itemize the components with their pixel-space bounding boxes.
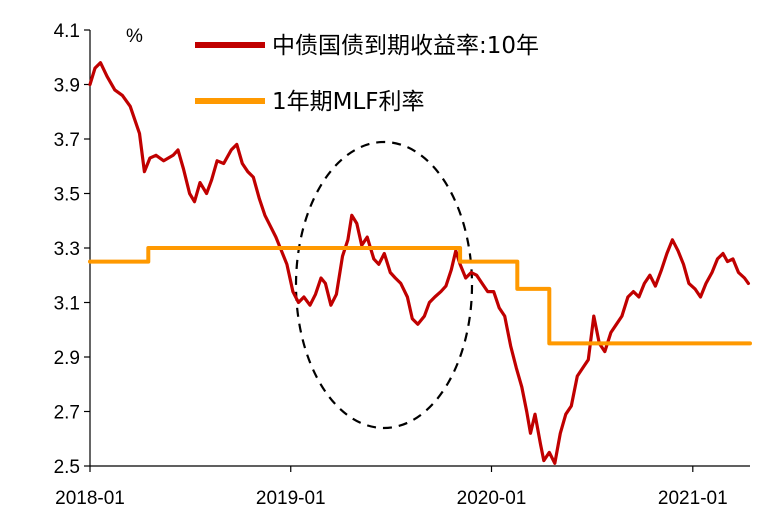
highlight-ellipse <box>294 140 474 430</box>
legend-label-yield: 中债国债到期收益率:10年 <box>272 33 539 59</box>
y-tick-label: 3.7 <box>54 130 80 151</box>
x-tick-label: 2019-01 <box>256 488 326 509</box>
x-tick-label: 2021-01 <box>658 488 728 509</box>
y-tick-label: 3.9 <box>54 76 80 97</box>
series-layer <box>88 61 752 465</box>
y-axis-ticks: 2.5 2.7 2.9 3.1 3.3 3.5 3.7 3.9 4.1 <box>54 21 90 478</box>
y-unit-label: % <box>126 26 143 47</box>
x-tick-label: 2018-01 <box>55 488 125 509</box>
x-tick-label: 2020-01 <box>457 488 527 509</box>
legend-label-mlf: 1年期MLF利率 <box>272 89 425 115</box>
y-tick-label: 2.7 <box>54 403 80 424</box>
series-line-mlf <box>88 246 752 346</box>
x-axis-ticks: 2018-01 2019-01 2020-01 2021-01 <box>55 466 728 509</box>
series-line-yield <box>88 61 750 465</box>
y-tick-label: 3.1 <box>54 294 80 315</box>
plot-area: 2.5 2.7 2.9 3.1 3.3 3.5 3.7 3.9 4.1 2018-01 2019-… <box>54 21 752 509</box>
y-tick-label: 3.3 <box>54 239 80 260</box>
y-tick-label: 2.9 <box>54 348 80 369</box>
y-tick-label: 4.1 <box>54 21 80 42</box>
legend: 中债国债到期收益率:10年 1年期MLF利率 <box>195 33 539 115</box>
y-tick-label: 3.5 <box>54 185 80 206</box>
y-tick-label: 2.5 <box>54 457 80 478</box>
